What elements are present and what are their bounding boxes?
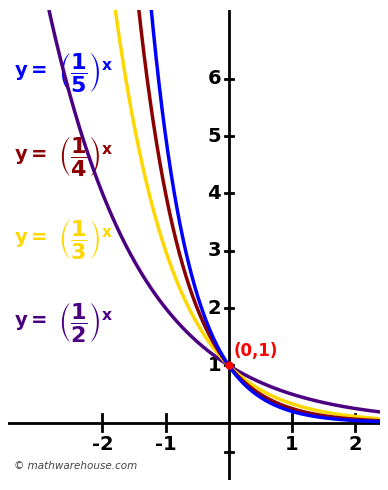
Text: 1: 1	[285, 436, 299, 454]
Text: $\mathbf{y=}$: $\mathbf{y=}$	[14, 230, 47, 249]
Text: $\mathbf{\left(\dfrac{1}{3}\right)^x}$: $\mathbf{\left(\dfrac{1}{3}\right)^x}$	[58, 218, 113, 261]
Text: -1: -1	[155, 436, 177, 454]
Text: 3: 3	[208, 241, 221, 260]
Text: $\mathbf{\left(\dfrac{1}{5}\right)^x}$: $\mathbf{\left(\dfrac{1}{5}\right)^x}$	[58, 51, 113, 95]
Text: 5: 5	[208, 126, 221, 146]
Text: $\mathbf{\left(\dfrac{1}{2}\right)^x}$: $\mathbf{\left(\dfrac{1}{2}\right)^x}$	[58, 301, 113, 344]
Text: $\mathbf{y=}$: $\mathbf{y=}$	[14, 147, 47, 166]
Text: 4: 4	[208, 184, 221, 203]
Text: $\mathbf{y=}$: $\mathbf{y=}$	[14, 63, 47, 82]
Text: 2: 2	[208, 298, 221, 318]
Text: 2: 2	[348, 436, 362, 454]
Text: 1: 1	[208, 356, 221, 375]
Text: © mathwarehouse.com: © mathwarehouse.com	[14, 461, 137, 471]
Text: $\mathbf{\left(\dfrac{1}{4}\right)^x}$: $\mathbf{\left(\dfrac{1}{4}\right)^x}$	[58, 135, 113, 177]
Text: 6: 6	[208, 69, 221, 88]
Text: $\mathbf{y=}$: $\mathbf{y=}$	[14, 313, 47, 332]
Text: (0,1): (0,1)	[234, 342, 278, 360]
Text: -2: -2	[92, 436, 113, 454]
